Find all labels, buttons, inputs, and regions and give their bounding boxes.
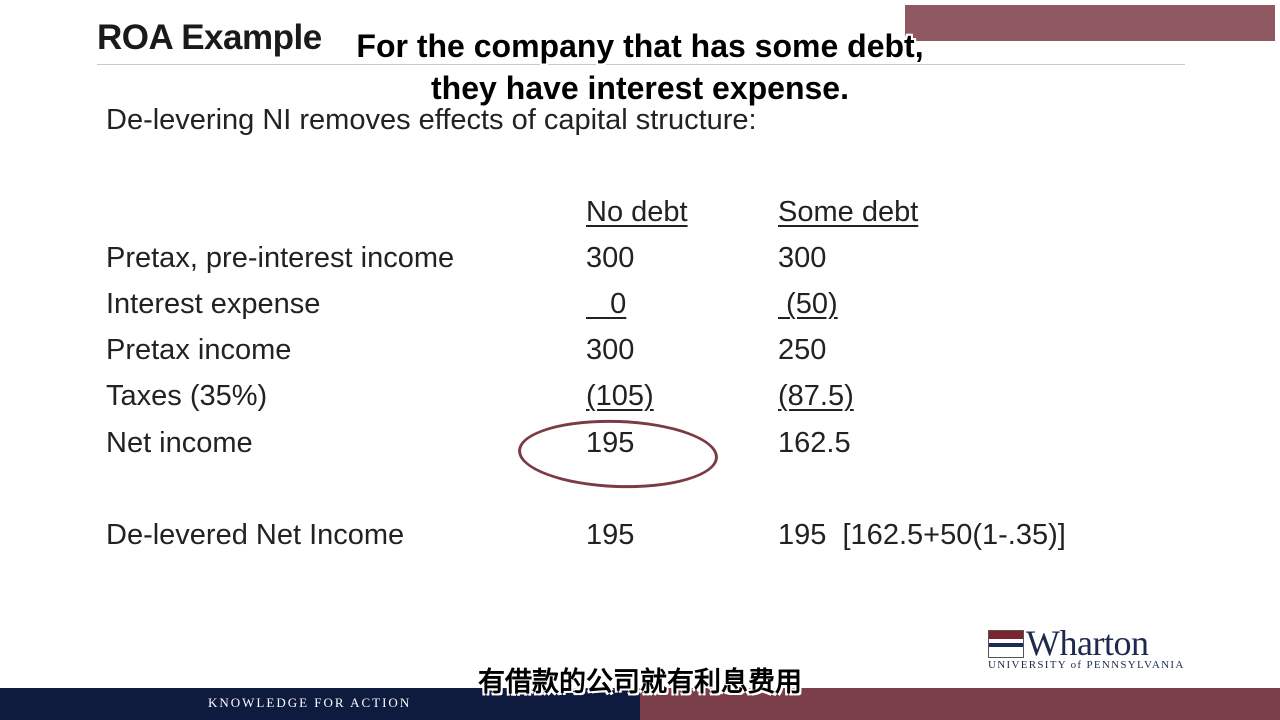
- footer-bar-left: [0, 688, 640, 720]
- slide-title: ROA Example: [97, 18, 322, 57]
- row-label: Taxes (35%): [106, 380, 268, 412]
- slide-subtitle: De-levering NI removes effects of capita…: [106, 104, 757, 136]
- subtitle-caption-line-2: they have interest expense.: [431, 70, 849, 106]
- row-label: Interest expense: [106, 288, 321, 320]
- footer-bar-right: [640, 688, 1280, 720]
- cell-no-debt: (105): [586, 380, 654, 412]
- row-label: Pretax income: [106, 334, 292, 366]
- cell-no-debt: 300: [586, 334, 635, 366]
- row-label: Pretax, pre-interest income: [106, 242, 455, 274]
- cell-some-debt: 195 [162.5+50(1-.35)]: [778, 519, 1066, 551]
- column-header-some-debt: Some debt: [778, 196, 919, 228]
- subtitle-caption-line-1: For the company that has some debt,: [356, 28, 924, 64]
- cell-some-debt: 300: [778, 242, 827, 274]
- cell-some-debt: 162.5: [778, 427, 851, 459]
- cell-no-debt: 195: [586, 519, 635, 551]
- title-divider: [97, 64, 1185, 65]
- logo-wordmark: Wharton: [1026, 623, 1149, 663]
- cell-no-debt: 0: [586, 288, 627, 320]
- chinese-subtitle-caption: 有借款的公司就有利息费用: [478, 667, 802, 697]
- row-label: Net income: [106, 427, 253, 459]
- column-header-no-debt: No debt: [586, 196, 688, 228]
- cell-some-debt: (87.5): [778, 380, 854, 412]
- row-label: De-levered Net Income: [106, 519, 405, 551]
- logo-subtitle: UNIVERSITY of PENNSYLVANIA: [988, 659, 1185, 671]
- cell-some-debt: (50): [778, 288, 838, 320]
- cell-no-debt: 195: [586, 427, 635, 459]
- cell-some-debt: 250: [778, 334, 827, 366]
- top-overlay-band: [905, 5, 1275, 41]
- cell-no-debt: 300: [586, 242, 635, 274]
- annotation-circle: [516, 416, 720, 492]
- wharton-logo: Wharton UNIVERSITY of PENNSYLVANIA: [988, 623, 1193, 673]
- footer-tagline: KNOWLEDGE FOR ACTION: [208, 695, 412, 710]
- shield-icon: [988, 630, 1024, 658]
